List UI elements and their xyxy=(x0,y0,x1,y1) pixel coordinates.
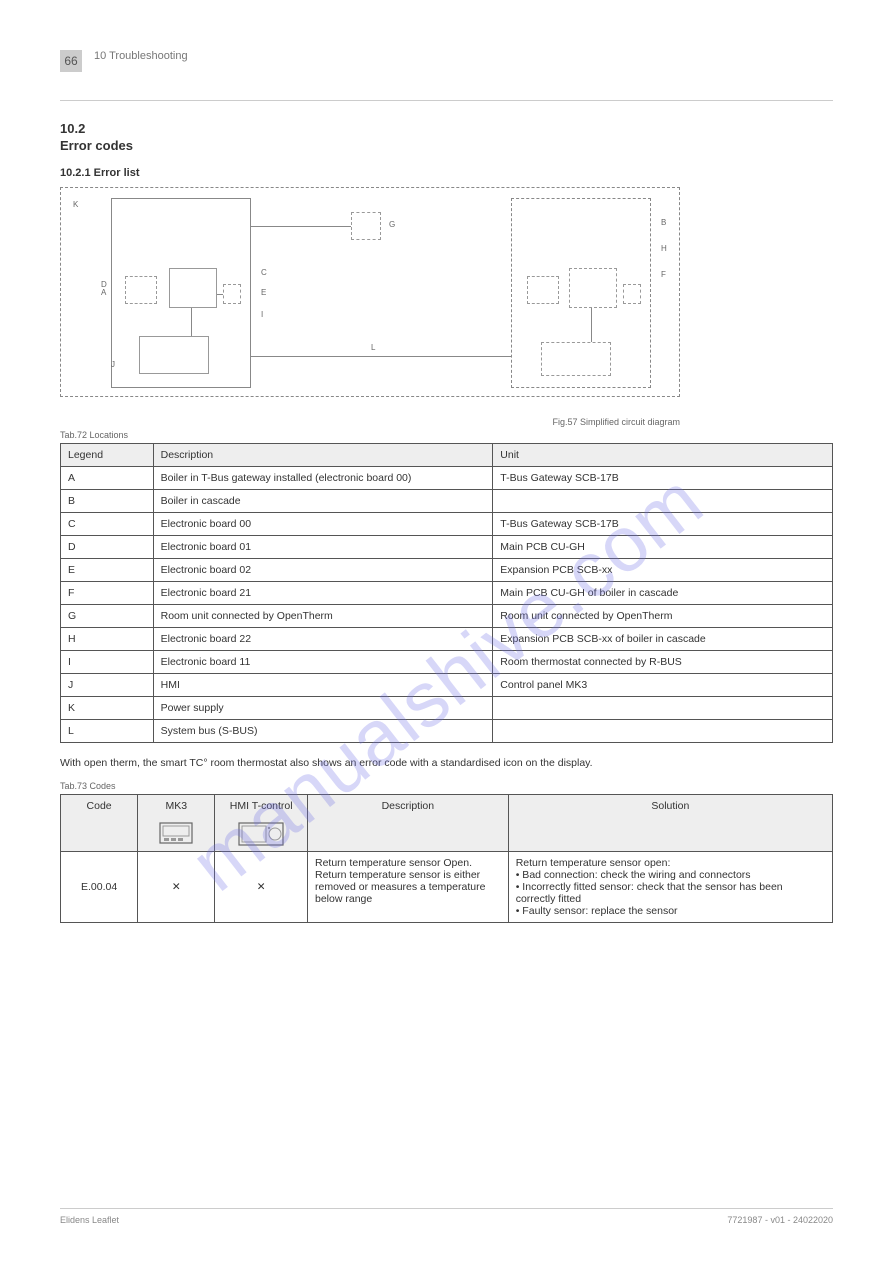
col-mk3: MK3 xyxy=(145,800,207,812)
subsection-title: 10.2.1 Error list xyxy=(60,167,833,179)
tab72-caption: Tab.72 Locations xyxy=(60,430,833,440)
col-desc: Description xyxy=(308,795,509,852)
diagram-label-H: H xyxy=(661,244,667,253)
table-row: DElectronic board 01Main PCB CU-GH xyxy=(61,536,833,559)
page-number: 66 xyxy=(64,54,77,68)
mk3-panel-icon xyxy=(159,822,193,844)
diagram-label-D: D xyxy=(101,280,107,289)
tab73-caption: Tab.73 Codes xyxy=(60,781,833,791)
table-row: KPower supply xyxy=(61,697,833,720)
table-row: BBoiler in cascade xyxy=(61,490,833,513)
diagram-label-E: E xyxy=(261,288,266,297)
col-code: Code xyxy=(61,795,138,852)
section-number: 10.2 xyxy=(60,121,833,136)
page-number-badge: 66 xyxy=(60,50,82,72)
diagram-label-C: C xyxy=(261,268,267,277)
diagram-label-B: B xyxy=(661,218,666,227)
diagram-label-J: J xyxy=(111,360,115,369)
table-row: GRoom unit connected by OpenThermRoom un… xyxy=(61,605,833,628)
table-row: E.00.04 ✕ ✕ Return temperature sensor Op… xyxy=(61,852,833,923)
locations-table: Legend Description Unit ABoiler in T-Bus… xyxy=(60,443,833,743)
mk3-cell: ✕ xyxy=(138,852,215,923)
table-row: LSystem bus (S-BUS) xyxy=(61,720,833,743)
circuit-diagram: A D C E J I G B F H L K xyxy=(60,187,680,397)
diagram-label-I: I xyxy=(261,310,263,319)
page-footer: Elidens Leaflet 7721987 - v01 - 24022020 xyxy=(60,1208,833,1225)
codes-table: Code MK3 HMI T-control Description Solut… xyxy=(60,794,833,923)
hmi-cell: ✕ xyxy=(215,852,308,923)
footer-right: 7721987 - v01 - 24022020 xyxy=(727,1215,833,1225)
header-divider xyxy=(60,100,833,101)
table-row: HElectronic board 22Expansion PCB SCB-xx… xyxy=(61,628,833,651)
col-unit: Unit xyxy=(493,444,833,467)
error-description: Return temperature sensor Open. Return t… xyxy=(308,852,509,923)
col-hmi: HMI T-control xyxy=(222,800,300,812)
table-row: EElectronic board 02Expansion PCB SCB-xx xyxy=(61,559,833,582)
table-row: JHMIControl panel MK3 xyxy=(61,674,833,697)
table-row: ABoiler in T-Bus gateway installed (elec… xyxy=(61,467,833,490)
col-legend: Legend xyxy=(61,444,154,467)
table-row: FElectronic board 21Main PCB CU-GH of bo… xyxy=(61,582,833,605)
diagram-label-A: A xyxy=(101,288,106,297)
diagram-label-G: G xyxy=(389,220,395,229)
diagram-label-F: F xyxy=(661,270,666,279)
section-title: Error codes xyxy=(60,138,833,153)
diagram-caption: Fig.57 Simplified circuit diagram xyxy=(60,417,680,427)
table-row: CElectronic board 00T-Bus Gateway SCB-17… xyxy=(61,513,833,536)
error-solution: Return temperature sensor open: • Bad co… xyxy=(508,852,832,923)
table-row: IElectronic board 11Room thermostat conn… xyxy=(61,651,833,674)
chapter-label: 10 Troubleshooting xyxy=(94,50,188,62)
note-text: With open therm, the smart TC° room ther… xyxy=(60,757,833,769)
col-solution: Solution xyxy=(508,795,832,852)
col-description: Description xyxy=(153,444,493,467)
hmi-panel-icon xyxy=(238,822,284,846)
footer-left: Elidens Leaflet xyxy=(60,1215,119,1225)
diagram-label-L: L xyxy=(371,343,375,352)
diagram-label-K: K xyxy=(73,200,78,209)
error-code: E.00.04 xyxy=(61,852,138,923)
